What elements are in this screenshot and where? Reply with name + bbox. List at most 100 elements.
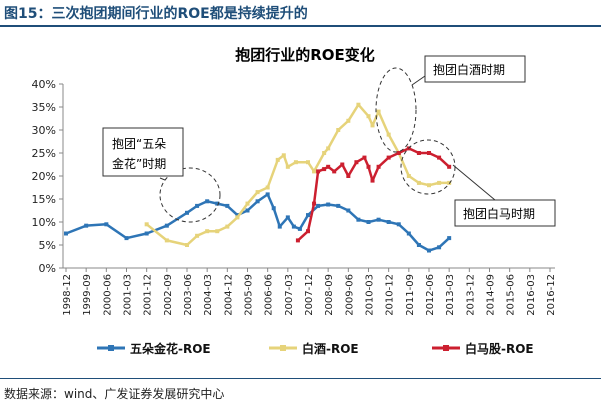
x-tick-label: 2001-03 xyxy=(123,274,134,316)
x-tick-label: 2008-09 xyxy=(324,274,335,316)
annotation-box-wuduojinhua xyxy=(102,127,184,177)
series-1-point xyxy=(265,185,270,190)
series-1-point xyxy=(447,180,452,185)
x-tick-label: 2007-03 xyxy=(284,274,295,316)
annotation-label-wuduojinhua-line2: 金花”时期 xyxy=(112,156,166,171)
legend-marker-2 xyxy=(443,345,449,351)
x-tick-label: 2013-12 xyxy=(465,274,476,316)
series-0-point xyxy=(245,208,250,213)
x-tick-label: 2002-09 xyxy=(163,274,174,316)
series-2-point xyxy=(306,229,310,234)
series-0-point xyxy=(297,226,302,231)
x-tick-label: 2005-09 xyxy=(244,274,255,316)
x-tick-label: 2016-03 xyxy=(526,274,537,316)
x-tick-label: 2006-06 xyxy=(264,274,275,316)
series-2-point xyxy=(326,164,331,169)
series-1-point xyxy=(205,229,210,234)
x-tick-label: 2003-06 xyxy=(183,274,194,316)
y-tick-label: 40% xyxy=(32,78,56,91)
x-tick-label: 2014-09 xyxy=(486,274,497,316)
annotation-baijiu: 抱团白酒时期 xyxy=(375,55,526,153)
series-1-point xyxy=(416,180,421,185)
x-tick-label: 2001-12 xyxy=(143,274,154,316)
series-0-point xyxy=(265,192,270,197)
series-2-point xyxy=(312,201,317,206)
series-1-point xyxy=(185,243,189,247)
series-1-point xyxy=(322,151,327,155)
series-0-point xyxy=(64,231,68,236)
series-1-point xyxy=(346,118,351,123)
series-0-point xyxy=(104,222,109,227)
source-divider xyxy=(0,378,601,379)
annotation-label-wuduojinhua: 抱团“五朵 xyxy=(112,136,166,151)
series-2-point xyxy=(447,164,452,169)
annotation-ellipse-wuduojinhua xyxy=(159,167,221,223)
legend-label-2: 白马股-ROE xyxy=(465,341,534,356)
annotation-label-baijiu: 抱团白酒时期 xyxy=(433,62,505,77)
series-1-point xyxy=(255,190,260,195)
x-tick-label: 2007-12 xyxy=(304,274,315,316)
legend-label-1: 白酒-ROE xyxy=(302,341,359,356)
x-tick-label: 2016-12 xyxy=(546,274,557,316)
series-1-point xyxy=(245,201,250,206)
annotation-label-baima: 抱团白马时期 xyxy=(463,206,535,221)
legend-marker-1 xyxy=(280,345,286,351)
series-0-point xyxy=(235,213,240,218)
series-0-point xyxy=(406,231,411,236)
series-2-point xyxy=(386,155,391,160)
series-1-point xyxy=(195,233,200,238)
series-0-point xyxy=(164,223,169,228)
series-0-point xyxy=(326,202,331,207)
series-0-point xyxy=(215,201,220,206)
y-tick-label: 0% xyxy=(39,262,56,275)
y-tick-label: 30% xyxy=(32,124,56,137)
annotation-arrow-wuduojinhua xyxy=(159,177,166,181)
series-1-point xyxy=(386,132,391,137)
series-0-point xyxy=(336,203,341,208)
series-1-point xyxy=(356,102,361,107)
series-2-point xyxy=(332,169,337,174)
series-0-point xyxy=(291,224,296,229)
x-tick-label: 2004-03 xyxy=(203,274,214,316)
annotation-arrow-baima xyxy=(452,164,496,201)
x-tick-label: 2000-06 xyxy=(102,274,113,316)
series-0-point xyxy=(316,203,321,208)
series-0-point xyxy=(285,215,290,220)
series-0-point xyxy=(376,217,381,222)
y-tick-label: 15% xyxy=(32,193,56,206)
x-tick-label: 2004-12 xyxy=(223,274,234,316)
series-0-point xyxy=(306,213,310,218)
series-2-point xyxy=(376,164,381,169)
series-0-point xyxy=(195,203,200,208)
series-1-point xyxy=(427,183,431,188)
x-tick-label: 2009-06 xyxy=(344,274,355,316)
series-2-point xyxy=(370,178,375,183)
annotation-ellipse-baijiu xyxy=(375,67,417,153)
y-tick-label: 25% xyxy=(32,147,56,160)
series-1-point xyxy=(225,224,230,229)
x-tick-label: 2015-06 xyxy=(506,274,517,316)
series-1-point xyxy=(275,157,280,162)
legend-label-0: 五朵金花-ROE xyxy=(130,341,211,356)
series-1-point xyxy=(370,123,375,128)
series-1-point xyxy=(215,229,220,234)
series-0-point xyxy=(416,243,421,247)
x-tick-label: 1999-09 xyxy=(82,274,93,316)
series-1-point xyxy=(235,215,240,220)
annotation-arrow-baijiu xyxy=(411,75,426,86)
series-0-point xyxy=(84,223,89,228)
series-1-point xyxy=(406,174,411,178)
series-layer xyxy=(64,102,452,253)
series-0-point xyxy=(356,217,361,222)
series-2-point xyxy=(427,151,431,155)
annotation-box-baima xyxy=(454,199,556,227)
series-1-point xyxy=(293,160,298,165)
series-0-point xyxy=(437,245,442,250)
source-note: 数据来源：wind、广发证券发展研究中心 xyxy=(4,387,225,401)
series-0-point xyxy=(144,231,149,236)
annotation-baima: 抱团白马时期 xyxy=(400,139,556,227)
series-1-point xyxy=(336,128,341,132)
series-2-point xyxy=(416,151,421,155)
chart-legend: 五朵金花-ROE 白酒-ROE 白马股-ROE xyxy=(97,341,534,356)
